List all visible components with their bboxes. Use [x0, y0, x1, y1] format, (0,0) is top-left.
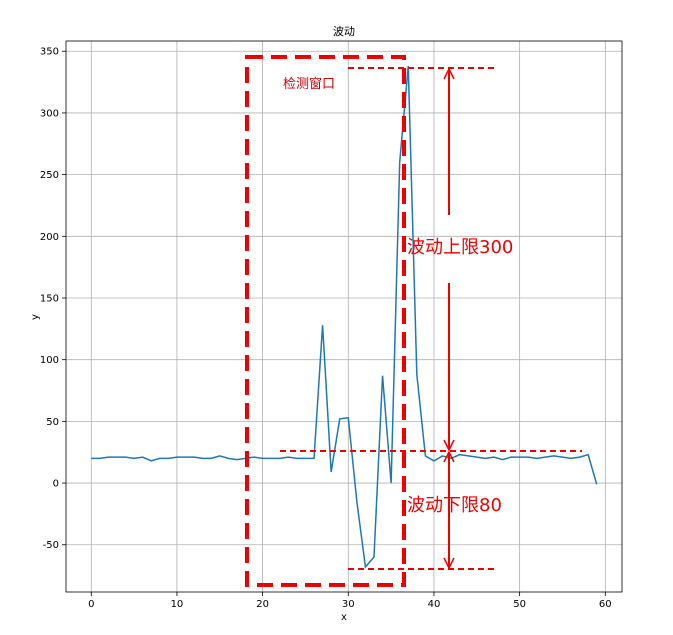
- x-tick-label: 0: [88, 599, 94, 610]
- x-tick-label: 10: [171, 599, 184, 610]
- y-tick-label: 350: [40, 47, 59, 58]
- x-tick-label: 50: [513, 599, 526, 610]
- annotation: 检测窗口: [283, 76, 335, 92]
- grid: [66, 41, 622, 592]
- y-tick-label: 50: [46, 417, 59, 428]
- plot-frame: [65, 40, 623, 593]
- y-tick-label: 0: [53, 479, 59, 490]
- annotation: 波动下限80: [407, 495, 502, 516]
- detection-window: [245, 55, 406, 587]
- y-tick-label: -50: [43, 540, 59, 551]
- y-tick-label: 100: [40, 355, 59, 366]
- y-tick-label: 200: [40, 232, 59, 243]
- plot: [91, 65, 598, 569]
- x-tick-label: 20: [256, 599, 269, 610]
- x-tick-label: 40: [428, 599, 441, 610]
- x-axis-label: x: [341, 612, 347, 623]
- annotations: 检测窗口 波动上限300 波动下限80: [245, 55, 582, 587]
- annotation: 波动上限300: [407, 237, 513, 258]
- data-line: [91, 65, 598, 569]
- y-axis-label: y: [30, 314, 41, 320]
- y-tick-label: 300: [40, 108, 59, 119]
- chart-title: 波动: [333, 25, 355, 38]
- y-tick-label: 150: [40, 293, 59, 304]
- y-tick-label: 250: [40, 170, 59, 181]
- x-tick-label: 30: [342, 599, 355, 610]
- x-tick-label: 60: [599, 599, 612, 610]
